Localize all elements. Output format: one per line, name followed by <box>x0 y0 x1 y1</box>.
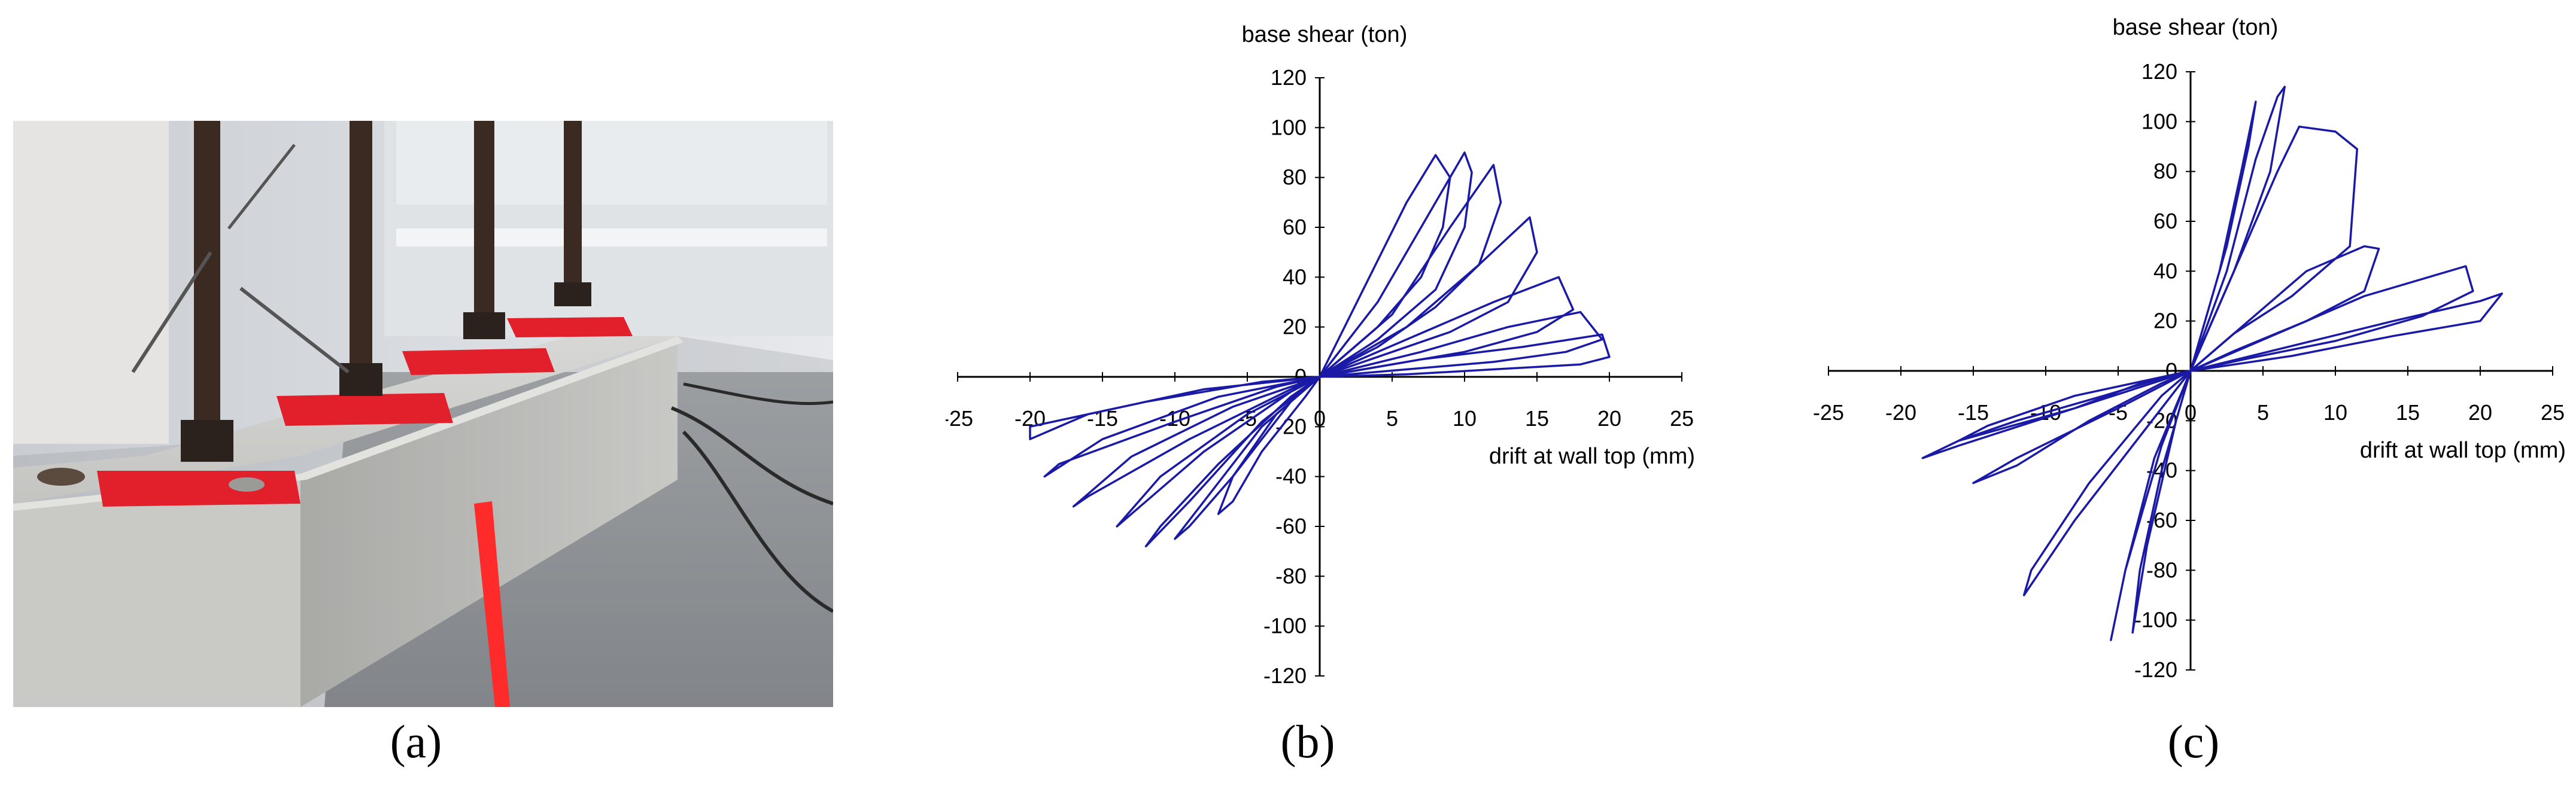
hysteresis-chart-c: -25 -20 -15 -10 -5 0 5 10 15 20 25-120-100-80-60-4… <box>1813 15 2566 682</box>
x-tick-label: 15 <box>1525 406 1549 431</box>
x-tick-label: 20 <box>2468 400 2492 425</box>
y-tick-label: -80 <box>2146 557 2177 582</box>
specimen-photo-drawing <box>13 121 833 707</box>
x-tick-label: 10 <box>1453 406 1477 431</box>
x-tick-label: 25 <box>2541 400 2565 425</box>
y-tick-label: -80 <box>1275 563 1307 588</box>
y-tick-label: -20 <box>1275 414 1307 438</box>
hysteresis-loop-7 <box>1029 333 1611 440</box>
y-tick-label: 120 <box>2141 59 2177 84</box>
panel-label-b: (b) <box>1280 715 1335 767</box>
y-tick-label: 20 <box>1283 315 1307 339</box>
hysteresis-loop-6 <box>1043 310 1603 478</box>
hysteresis-loop-5 <box>1072 276 1575 508</box>
y-tick-label: 100 <box>1271 115 1307 139</box>
y-tick-label: -60 <box>1275 514 1307 538</box>
chart-b-axes: -25-20-15-10-50510152025-120-100-80-60-4… <box>946 22 1695 688</box>
y-tick-label: -100 <box>2134 608 2177 632</box>
x-tick-label: 20 <box>1597 406 1621 431</box>
x-tick-label: 0 <box>1314 406 1326 431</box>
hysteresis-loop-3 <box>1144 164 1502 548</box>
y-tick-label: 100 <box>2141 109 2177 133</box>
hysteresis-chart-b: -25-20-15-10-50510152025-120-100-80-60-4… <box>946 22 1695 688</box>
x-axis-title: drift at wall top (mm) <box>1489 444 1695 469</box>
x-axis-title: drift at wall top (mm) <box>2360 438 2566 463</box>
x-tick-label: -20 <box>1885 400 1916 425</box>
x-tick-label: -25 <box>946 406 973 431</box>
x-tick-label: -25 <box>1813 400 1844 425</box>
y-tick-label: -40 <box>1275 464 1307 489</box>
hysteresis-loop-5 <box>1921 265 2474 459</box>
x-tick-label: 10 <box>2323 400 2347 425</box>
y-tick-label: 80 <box>2153 159 2177 184</box>
y-axis-title: base shear (ton) <box>2113 15 2279 40</box>
chart-c-series <box>1921 86 2504 641</box>
y-tick-label: 60 <box>2153 209 2177 233</box>
x-tick-label: 0 <box>2185 400 2197 425</box>
panel-label-a: (a) <box>390 715 442 767</box>
hysteresis-loop-1 <box>1217 154 1451 515</box>
specimen-photo <box>13 121 833 707</box>
y-tick-label: 20 <box>2153 309 2177 333</box>
y-tick-label: -120 <box>1263 663 1307 688</box>
y-tick-label: 40 <box>1283 264 1307 289</box>
x-tick-label: 5 <box>2257 400 2269 425</box>
y-axis-title: base shear (ton) <box>1242 22 1408 47</box>
x-tick-label: 15 <box>2396 400 2420 425</box>
y-tick-label: 40 <box>2153 258 2177 283</box>
y-tick-label: 60 <box>1283 215 1307 239</box>
hysteresis-loop-2 <box>1174 151 1473 540</box>
x-tick-label: -15 <box>1958 400 1989 425</box>
y-tick-label: 80 <box>1283 165 1307 190</box>
chart-c-axes: -25 -20 -15 -10 -5 0 5 10 15 20 25-120-100-80-60-4… <box>1813 15 2566 682</box>
y-tick-label: -120 <box>2134 657 2177 682</box>
x-tick-label: 25 <box>1670 406 1694 431</box>
y-tick-label: -100 <box>1263 614 1307 638</box>
y-tick-label: 120 <box>1271 65 1307 90</box>
hysteresis-loop-4 <box>1116 216 1538 528</box>
x-tick-label: 5 <box>1386 406 1398 431</box>
hysteresis-loop-6 <box>1958 293 2504 442</box>
chart-b-series <box>1029 151 1611 548</box>
panel-label-c: (c) <box>2167 715 2220 767</box>
